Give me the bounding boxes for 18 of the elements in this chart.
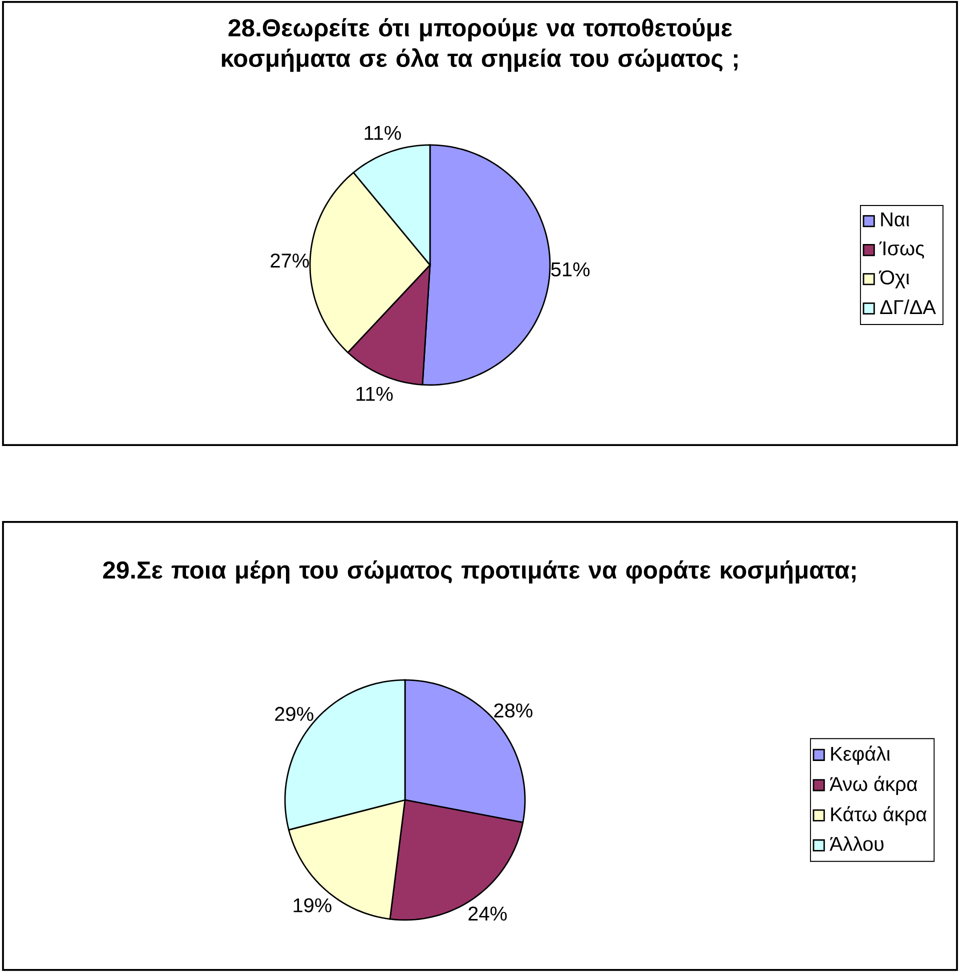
- legend-label: Κάτω άκρα: [831, 806, 927, 826]
- data-label: 19%: [294, 898, 332, 912]
- data-label: 11%: [356, 386, 393, 401]
- data-label: 24%: [468, 906, 507, 921]
- legend-label: Άλλου: [830, 836, 884, 851]
- legend-label: Ναι: [881, 212, 910, 226]
- chart-title: 29.Σε ποια μέρη του σώματος προτιμάτε να φοράτε κοσμήματα;: [103, 560, 856, 584]
- data-label: 28%: [494, 703, 532, 718]
- legend-label: ΔΓ/ΔΑ: [880, 300, 936, 314]
- data-label: 29%: [275, 706, 314, 721]
- data-label: 27%: [270, 254, 309, 268]
- legend-label: Κεφάλι: [831, 746, 890, 765]
- data-label: 11%: [364, 126, 401, 140]
- legend-label: Όχι: [878, 270, 910, 288]
- chart-title: 28.Θεωρείτε ότι μπορούμε να τοποθετούμε κοσμήματα σε όλα τα σημεία του σώματος ;: [222, 18, 738, 72]
- legend-label: Ίσως: [879, 241, 924, 259]
- legend-label: Άνω άκρα: [830, 776, 918, 796]
- data-label: 51%: [551, 262, 590, 276]
